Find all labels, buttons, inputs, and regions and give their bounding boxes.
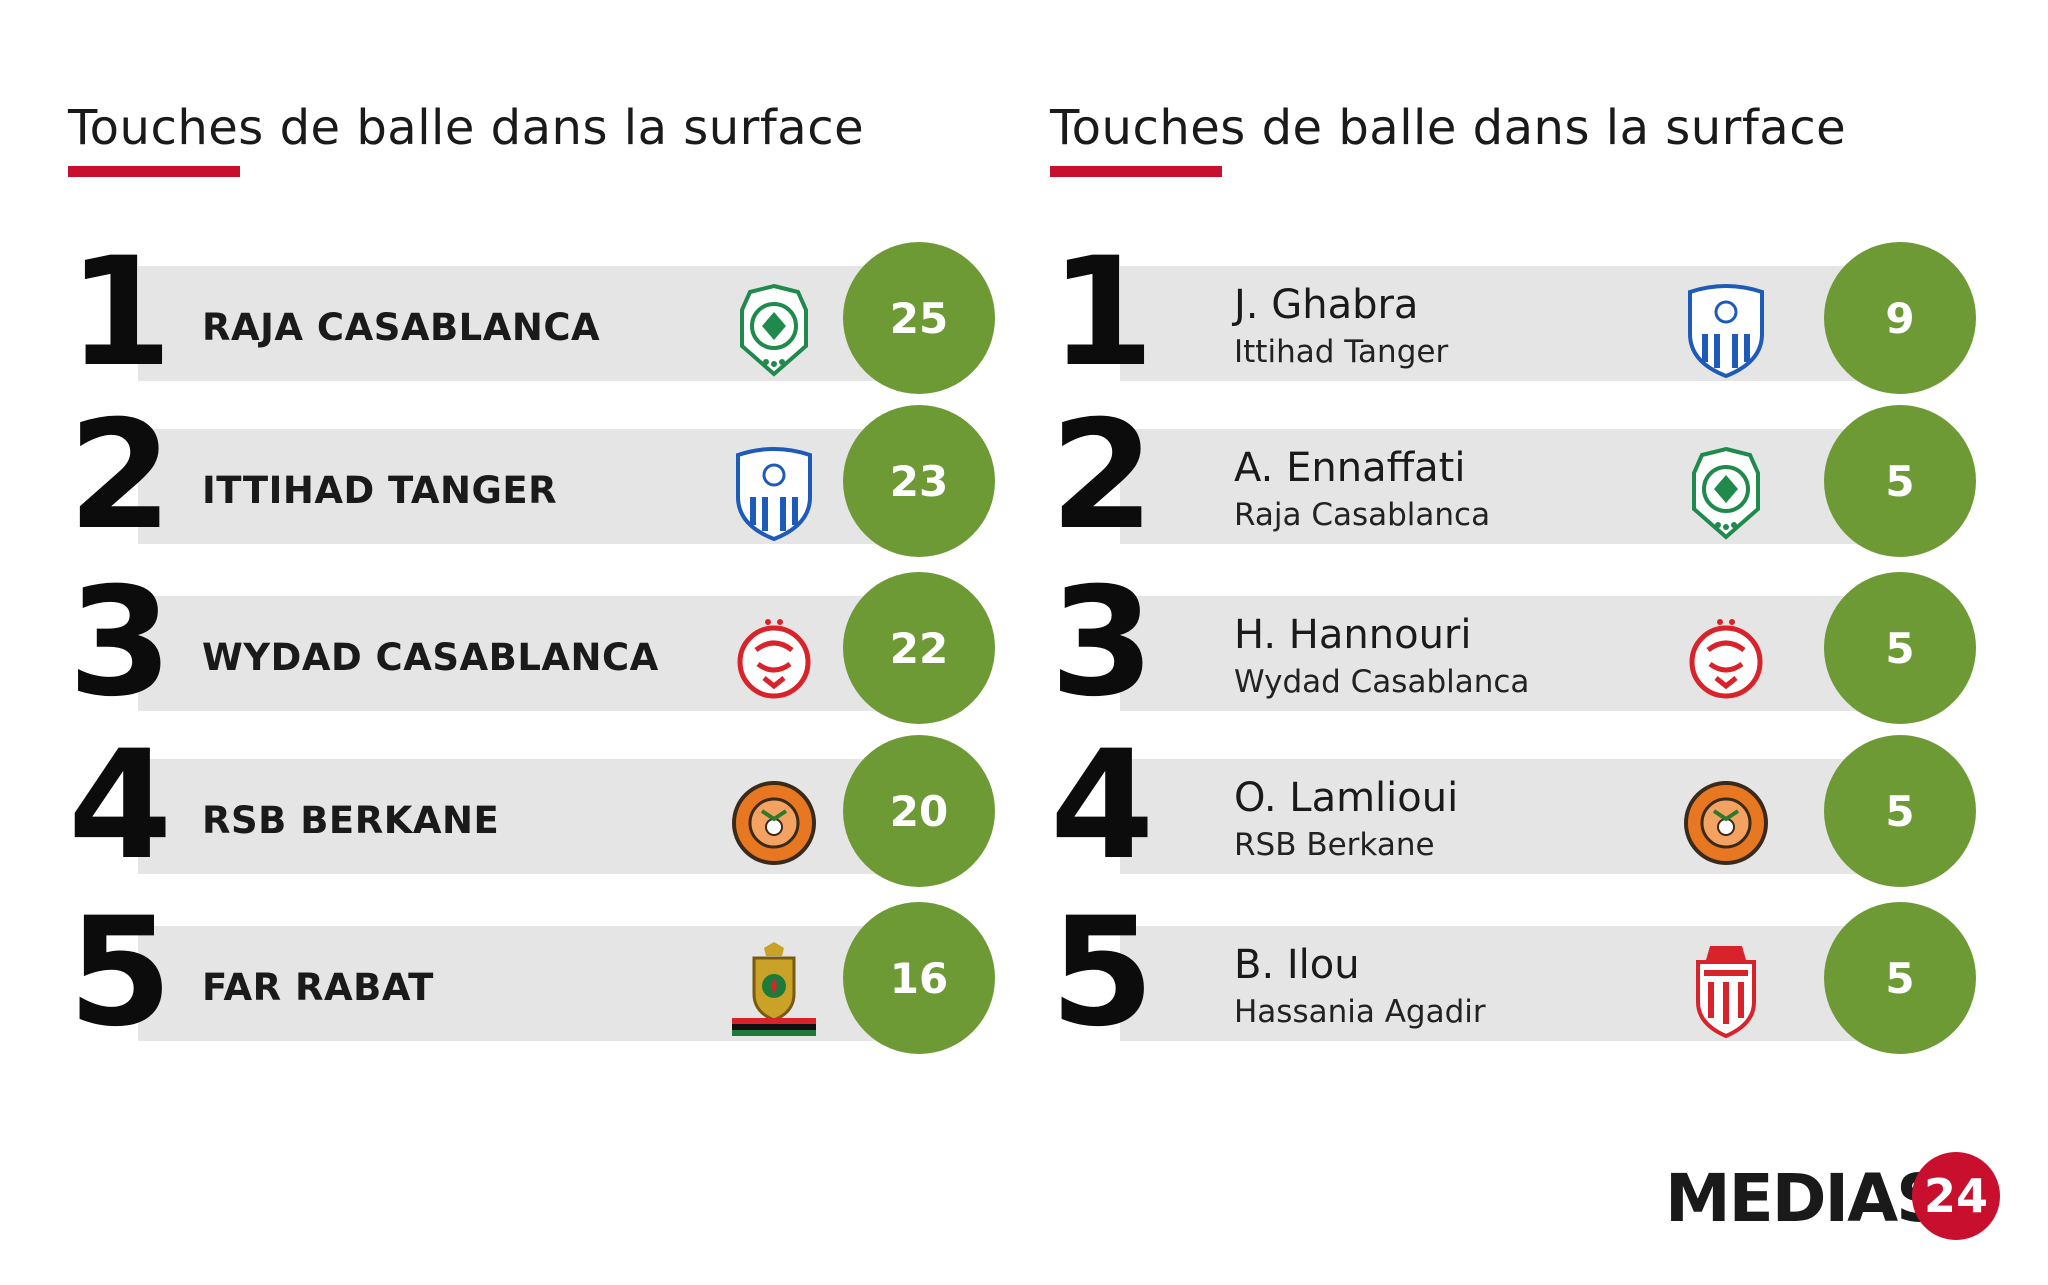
player-team: Raja Casablanca bbox=[1234, 497, 1491, 533]
ranking-row: 3 WYDAD CASABLANCA 22 bbox=[68, 568, 998, 724]
player-team: Hassania Agadir bbox=[1234, 994, 1486, 1030]
team-name: FAR RABAT bbox=[202, 966, 434, 1009]
rank-number: 1 bbox=[1050, 226, 1155, 400]
rsb-berkane-crest-icon bbox=[1684, 781, 1768, 865]
ranking-row: 4 O. Lamlioui RSB Berkane 5 bbox=[1050, 731, 1980, 887]
player-team: Wydad Casablanca bbox=[1234, 664, 1530, 700]
medias24-logo-text: MEDIAS bbox=[1665, 1160, 1944, 1237]
raja-casablanca-crest-icon bbox=[740, 283, 808, 377]
ranking-row: 1 J. Ghabra Ittihad Tanger 9 bbox=[1050, 238, 1980, 394]
team-name: ITTIHAD TANGER bbox=[202, 469, 558, 512]
rsb-berkane-crest-icon bbox=[732, 781, 816, 865]
ranking-row: 5 FAR RABAT 16 bbox=[68, 898, 998, 1054]
rank-number: 5 bbox=[68, 886, 173, 1060]
rank-number: 1 bbox=[68, 226, 173, 400]
ranking-row: 5 B. Ilou Hassania Agadir 5 bbox=[1050, 898, 1980, 1054]
team-name: RAJA CASABLANCA bbox=[202, 306, 601, 349]
row-bar bbox=[1120, 429, 1920, 544]
teams-panel-title: Touches de balle dans la surface bbox=[68, 100, 865, 156]
players-panel: Touches de balle dans la surface 1 J. Gh… bbox=[1050, 0, 1990, 1100]
row-bar bbox=[1120, 926, 1920, 1041]
value-badge: 22 bbox=[843, 572, 995, 724]
ranking-row: 2 ITTIHAD TANGER 23 bbox=[68, 401, 998, 557]
value-badge: 5 bbox=[1824, 572, 1976, 724]
title-accent-bar bbox=[68, 166, 240, 177]
player-name: J. Ghabra bbox=[1234, 282, 1419, 328]
ittihad-tanger-crest-icon bbox=[736, 447, 812, 541]
row-bar bbox=[1120, 266, 1920, 381]
ranking-row: 3 H. Hannouri Wydad Casablanca 5 bbox=[1050, 568, 1980, 724]
value-badge: 5 bbox=[1824, 405, 1976, 557]
rank-number: 4 bbox=[68, 719, 173, 893]
medias24-logo-number: 24 bbox=[1924, 1169, 1988, 1223]
player-name: O. Lamlioui bbox=[1234, 775, 1459, 821]
row-bar bbox=[1120, 596, 1920, 711]
rank-number: 3 bbox=[68, 556, 173, 730]
player-team: RSB Berkane bbox=[1234, 827, 1435, 863]
ranking-row: 2 A. Ennaffati Raja Casablanca 5 bbox=[1050, 401, 1980, 557]
player-name: H. Hannouri bbox=[1234, 612, 1472, 658]
rank-number: 5 bbox=[1050, 886, 1155, 1060]
rank-number: 3 bbox=[1050, 556, 1155, 730]
wydad-casablanca-crest-icon bbox=[737, 619, 811, 699]
player-name: B. Ilou bbox=[1234, 942, 1360, 988]
teams-panel: Touches de balle dans la surface 1 RAJA … bbox=[68, 0, 1008, 1100]
far-rabat-crest-icon bbox=[732, 942, 816, 1036]
value-badge: 20 bbox=[843, 735, 995, 887]
team-name: WYDAD CASABLANCA bbox=[202, 636, 659, 679]
ittihad-tanger-crest-icon bbox=[1688, 284, 1764, 378]
rank-number: 2 bbox=[68, 389, 173, 563]
value-badge: 25 bbox=[843, 242, 995, 394]
value-badge: 23 bbox=[843, 405, 995, 557]
value-badge: 5 bbox=[1824, 902, 1976, 1054]
raja-casablanca-crest-icon bbox=[1692, 446, 1760, 540]
row-bar bbox=[1120, 759, 1920, 874]
medias24-logo-mark: 24 bbox=[1912, 1152, 2000, 1240]
ranking-row: 4 RSB BERKANE 20 bbox=[68, 731, 998, 887]
value-badge: 9 bbox=[1824, 242, 1976, 394]
player-team: Ittihad Tanger bbox=[1234, 334, 1449, 370]
hassania-agadir-crest-icon bbox=[1696, 946, 1756, 1038]
title-accent-bar bbox=[1050, 166, 1222, 177]
ranking-row: 1 RAJA CASABLANCA 25 bbox=[68, 238, 998, 394]
value-badge: 5 bbox=[1824, 735, 1976, 887]
player-name: A. Ennaffati bbox=[1234, 445, 1466, 491]
team-name: RSB BERKANE bbox=[202, 799, 500, 842]
rank-number: 2 bbox=[1050, 389, 1155, 563]
rank-number: 4 bbox=[1050, 719, 1155, 893]
value-badge: 16 bbox=[843, 902, 995, 1054]
wydad-casablanca-crest-icon bbox=[1689, 619, 1763, 699]
players-panel-title: Touches de balle dans la surface bbox=[1050, 100, 1847, 156]
